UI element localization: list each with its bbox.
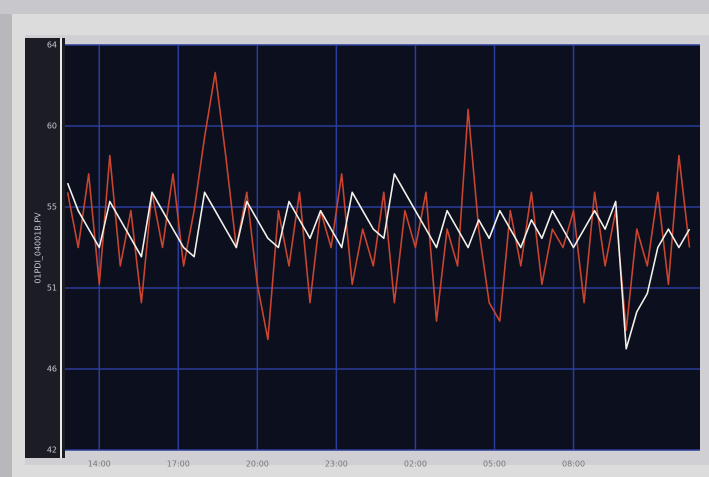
- x-tick-label: 17:00: [167, 460, 190, 469]
- plot-area: [65, 45, 700, 450]
- axis-panel: [25, 38, 65, 458]
- x-tick-label: 23:00: [325, 460, 348, 469]
- x-tick-label: 14:00: [88, 460, 111, 469]
- x-tick-label: 20:00: [246, 460, 269, 469]
- y-tick-label: 42: [47, 446, 57, 455]
- y-axis-label: 01PDI_04001B.PV: [34, 212, 43, 284]
- y-tick-label: 51: [47, 284, 57, 293]
- side-frame: [0, 14, 12, 477]
- y-tick-label: 46: [47, 365, 57, 374]
- x-tick-label: 08:00: [562, 460, 585, 469]
- y-tick-label: 64: [47, 41, 57, 50]
- page: {"chart_data": { "type": "line", "y_labe…: [0, 0, 709, 477]
- x-tick-label: 02:00: [404, 460, 427, 469]
- toolbar: [0, 0, 709, 14]
- y-tick-label: 55: [47, 203, 57, 212]
- screen: 01PDI_04001B.PV 64 60 55 51 46 42 14:00 17:00 20…: [0, 0, 709, 477]
- x-tick-label: 05:00: [483, 460, 506, 469]
- y-tick-label: 60: [47, 122, 57, 131]
